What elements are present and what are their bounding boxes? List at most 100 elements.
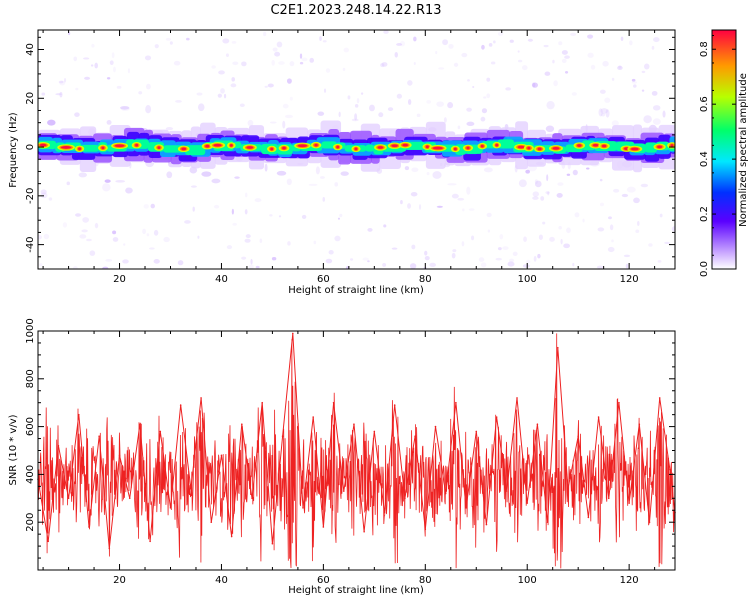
spectrogram-noise-speck xyxy=(635,229,640,234)
spectrogram-noise-speck xyxy=(609,224,614,231)
spectrogram-noise-speck xyxy=(55,93,62,96)
spectrogram-noise-speck xyxy=(186,37,190,41)
spectrogram-x-tick-label: 20 xyxy=(113,274,126,285)
snr-data-point xyxy=(628,502,630,504)
spectrogram-noise-speck xyxy=(451,252,456,259)
snr-data-point xyxy=(230,535,233,538)
spectrogram-noise-speck xyxy=(564,70,569,74)
snr-data-point xyxy=(607,497,610,500)
snr-y-tick-label: 800 xyxy=(25,369,36,388)
snr-data-point xyxy=(424,528,427,531)
spectrogram-noise-speck xyxy=(572,169,578,176)
spectrogram-hotspot-core xyxy=(213,143,222,147)
snr-data-point xyxy=(159,430,162,433)
snr-data-point xyxy=(526,502,529,504)
spectrogram-noise-speck xyxy=(213,204,220,209)
spectrogram-noise-speck xyxy=(521,65,528,71)
spectrogram-noise-speck xyxy=(617,65,623,70)
spectrogram-hotspot-core xyxy=(495,143,499,147)
spectrogram-noise-speck xyxy=(145,105,152,114)
spectrogram-hotspot-core xyxy=(297,144,308,148)
spectrogram-noise-speck xyxy=(451,193,459,199)
snr-y-tick-label: 400 xyxy=(25,465,36,484)
spectrogram-noise-speck xyxy=(383,224,387,228)
spectrogram-noise-speck xyxy=(138,91,143,95)
spectrogram-noise-speck xyxy=(315,166,320,175)
spectrogram-hotspot-core xyxy=(527,146,531,150)
snr-data-points xyxy=(37,332,676,550)
spectrogram-noise-speck xyxy=(83,57,90,60)
spectrogram-noise-speck xyxy=(453,62,459,67)
spectrogram-noise-speck xyxy=(435,51,438,55)
spectrogram-noise-speck xyxy=(149,247,155,250)
spectrogram-noise-speck xyxy=(43,233,50,240)
spectrogram-hotspot-core xyxy=(314,143,318,147)
spectrogram-noise-speck xyxy=(651,45,655,50)
spectrogram-noise-speck xyxy=(544,71,551,76)
spectrogram-noise-speck xyxy=(483,96,487,99)
spectrogram-noise-speck xyxy=(557,182,564,186)
spectrogram-hotspot-core xyxy=(377,146,384,149)
spectrogram-noise-speck xyxy=(254,198,262,203)
snr-x-tick-label: 100 xyxy=(518,575,537,586)
snr-data-point xyxy=(98,435,100,437)
spectrogram-hotspot-core xyxy=(670,144,674,147)
spectrogram-noise-speck xyxy=(611,77,615,81)
spectrogram-noise-speck xyxy=(566,173,571,176)
spectrogram-noise-speck xyxy=(416,113,421,118)
spectrogram-noise-speck xyxy=(272,47,278,52)
spectrogram-noise-speck xyxy=(323,88,327,93)
spectrogram-noise-speck xyxy=(63,78,67,83)
spectrogram-noise-speck xyxy=(409,263,417,269)
spectrogram-noise-speck xyxy=(607,246,615,253)
spectrogram-noise-speck xyxy=(115,179,126,183)
spectrogram-noise-speck xyxy=(247,119,254,127)
spectrogram-noise-speck xyxy=(189,166,198,174)
spectrogram-x-tick-label: 120 xyxy=(620,274,639,285)
spectrogram-noise-speck xyxy=(232,61,239,66)
spectrogram-noise-speck xyxy=(244,238,251,243)
spectrogram-noise-speck xyxy=(244,209,248,215)
spectrogram-noise-speck xyxy=(486,93,491,99)
spectrogram-hotspot-core xyxy=(537,147,542,151)
spectrogram-noise-speck xyxy=(342,67,346,71)
spectrogram-noise-speck xyxy=(271,59,275,66)
spectrogram-noise-speck xyxy=(354,113,358,121)
spectrogram-noise-speck xyxy=(523,236,527,242)
spectrogram-hotspot-core xyxy=(78,147,82,151)
snr-data-point xyxy=(669,468,671,471)
spectrogram-hotspot-core xyxy=(466,146,470,150)
spectrogram-noise-speck xyxy=(231,77,235,82)
spectrogram-noise-speck xyxy=(400,199,403,205)
spectrogram-noise-speck xyxy=(531,82,536,88)
spectrogram-noise-speck xyxy=(102,266,109,269)
spectrogram-x-axis-label: Height of straight line (km) xyxy=(288,285,424,296)
snr-x-tick-label: 120 xyxy=(620,575,639,586)
spectrogram-panel: 20 40 60 80 100 120 -40 -20 0 20 40 Height of str… xyxy=(8,29,676,296)
spectrogram-noise-speck xyxy=(411,244,416,250)
spectrogram-noise-speck xyxy=(651,90,658,96)
spectrogram-noise-speck xyxy=(284,114,294,119)
spectrogram-noise-speck xyxy=(509,258,515,263)
spectrogram-noise-speck xyxy=(263,31,267,37)
spectrogram-noise-speck xyxy=(561,58,567,64)
spectrogram-noise-speck xyxy=(66,181,70,186)
spectrogram-noise-speck xyxy=(120,106,130,111)
figure-title: C2E1.2023.248.14.22.R13 xyxy=(270,3,441,18)
spectrogram-y-ticks: -40 -20 0 20 40 xyxy=(25,36,675,270)
spectrogram-noise-speck xyxy=(248,264,254,269)
spectrogram-noise-speck xyxy=(546,100,555,110)
spectrogram-noise-speck xyxy=(631,81,638,84)
spectrogram-noise-speck xyxy=(94,62,98,69)
colorbar: 0.0 0.2 0.4 0.6 0.8 Normalized spectral ampl… xyxy=(699,29,749,277)
spectrogram-noise-speck xyxy=(534,179,538,185)
spectrogram-noise-speck xyxy=(633,197,640,204)
spectrogram-noise-speck xyxy=(320,176,325,179)
snr-data-point xyxy=(373,430,376,433)
spectrogram-noise-speck xyxy=(241,61,247,67)
spectrogram-noise-speck xyxy=(282,120,286,129)
spectrogram-noise-speck xyxy=(436,101,444,107)
spectrogram-noise-speck xyxy=(325,68,331,73)
snr-data-point xyxy=(536,423,539,426)
